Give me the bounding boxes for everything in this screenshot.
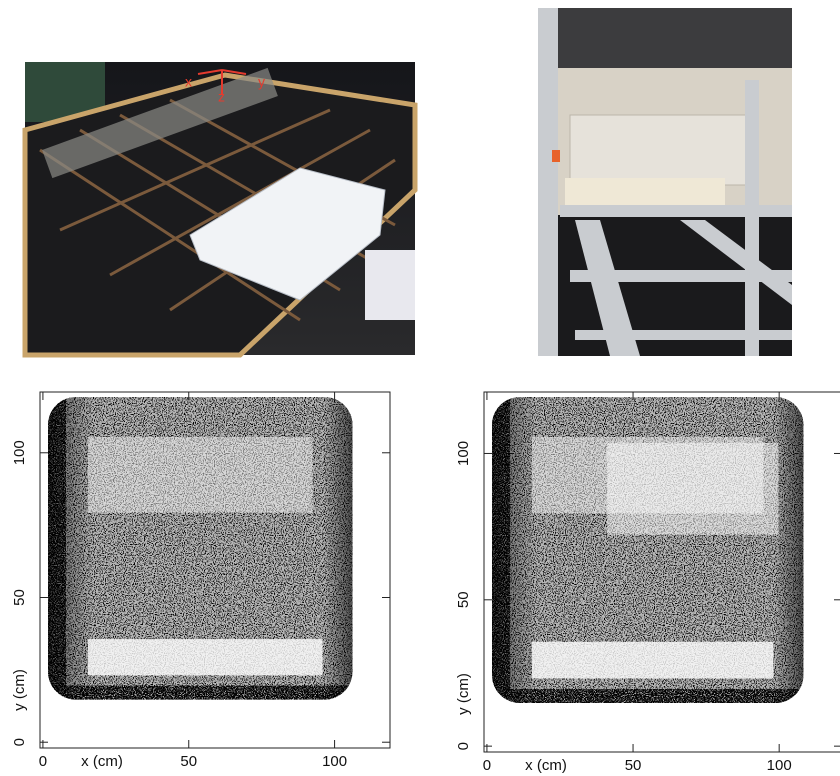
density-light	[88, 437, 313, 513]
x-axis-label: x (cm)	[81, 753, 123, 770]
density-image	[492, 397, 803, 703]
figure: x z y 0 50 100 0 50 100 x (cm) y (cm) 0 50 100 0 50 1…	[0, 0, 840, 776]
density-light	[88, 639, 323, 675]
photo-axis-label: y	[258, 74, 265, 90]
density-light	[532, 642, 773, 679]
density-image	[48, 397, 353, 700]
y-axis-label: y (cm)	[455, 673, 472, 715]
density-edge-dots	[48, 686, 353, 700]
y-tick-label: 50	[11, 589, 28, 606]
density-edge-dots	[492, 397, 510, 703]
x-axis-label: x (cm)	[525, 757, 567, 774]
density-edge	[323, 397, 353, 700]
y-tick-label: 0	[455, 742, 472, 750]
y-tick-label: 100	[11, 440, 28, 465]
x-tick-label: 50	[180, 753, 197, 770]
density-edge-dots	[492, 689, 803, 703]
density-body	[492, 397, 803, 703]
photo-right	[538, 8, 792, 356]
x-tick-label: 100	[322, 753, 347, 770]
x-tick-label: 0	[483, 757, 491, 774]
x-tick-label: 100	[767, 757, 792, 774]
photo-axis-label: x	[185, 74, 192, 90]
density-edge-dots	[48, 397, 66, 700]
x-tick-label: 50	[625, 757, 642, 774]
photo-axis-label: z	[218, 89, 225, 105]
density-block	[607, 443, 778, 535]
y-tick-label: 0	[11, 738, 28, 746]
photo-left: x z y	[25, 62, 415, 355]
density-body	[48, 397, 353, 700]
x-tick-label: 0	[39, 753, 47, 770]
y-axis-label: y (cm)	[11, 669, 28, 711]
y-tick-label: 100	[455, 441, 472, 466]
y-tick-label: 50	[455, 591, 472, 608]
